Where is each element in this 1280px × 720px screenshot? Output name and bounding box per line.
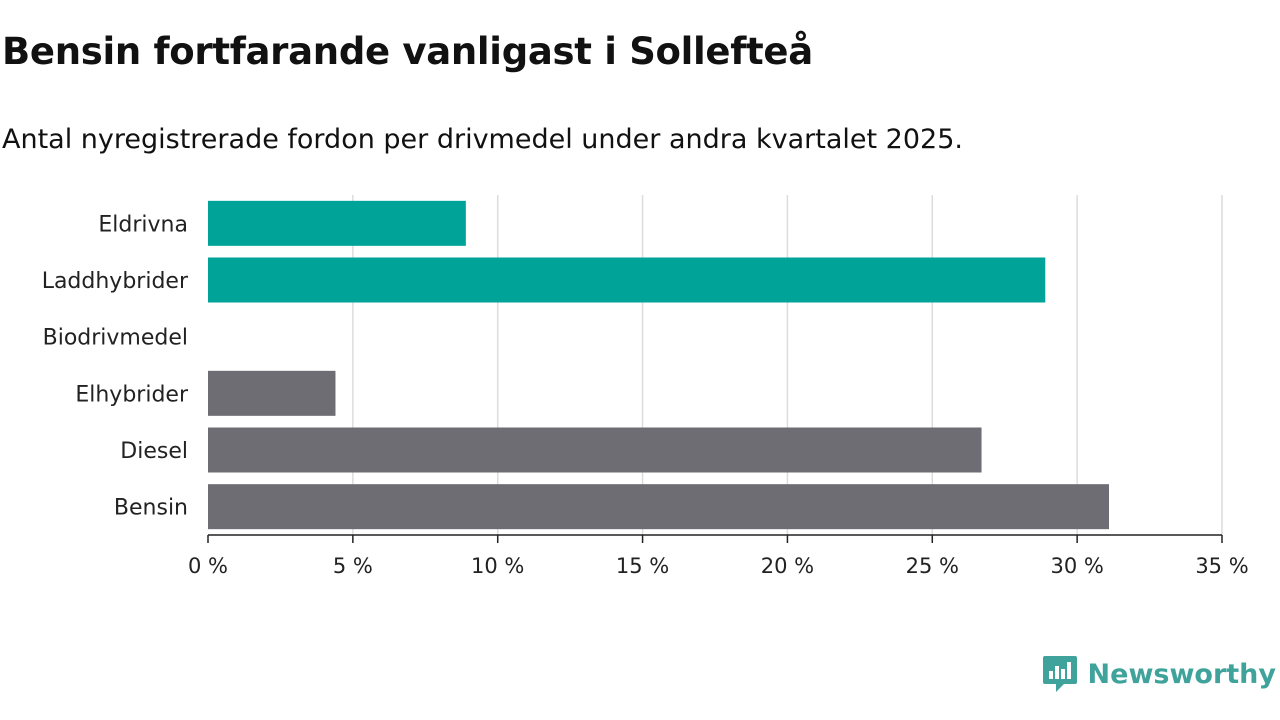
chart-title: Bensin fortfarande vanligast i Sollefteå — [2, 30, 813, 73]
x-tick-label: 20 % — [761, 554, 814, 578]
bar — [208, 257, 1046, 303]
x-tick-label: 5 % — [333, 554, 373, 578]
bar — [208, 484, 1110, 530]
category-label: Eldrivna — [98, 212, 188, 237]
x-axis: 0 % 5 % 10 % 15 % 20 % 25 % 30 % 35 % — [188, 534, 1249, 578]
category-label: Elhybrider — [75, 382, 189, 407]
x-tick-label: 0 % — [188, 554, 228, 578]
category-labels: Eldrivna Laddhybrider Biodrivmedel Elhybrid… — [42, 212, 189, 520]
category-label: Laddhybrider — [42, 269, 189, 294]
brand-name: Newsworthy — [1087, 658, 1276, 690]
grid-lines — [352, 195, 1223, 535]
bars — [208, 200, 1110, 530]
newsworthy-logo-icon — [1042, 656, 1077, 692]
brand-logo: Newsworthy — [1042, 654, 1276, 694]
x-tick-label: 25 % — [906, 554, 959, 578]
bar — [208, 200, 466, 246]
chart-subtitle: Antal nyregistrerade fordon per drivmede… — [2, 124, 963, 155]
category-label: Diesel — [120, 439, 188, 464]
bar — [208, 370, 336, 416]
category-label: Bensin — [114, 496, 188, 521]
x-tick-label: 10 % — [471, 554, 524, 578]
x-tick-label: 35 % — [1195, 554, 1248, 578]
x-tick-label: 15 % — [616, 554, 669, 578]
x-tick-label: 30 % — [1050, 554, 1103, 578]
category-label: Biodrivmedel — [43, 326, 188, 351]
bar — [208, 427, 982, 473]
